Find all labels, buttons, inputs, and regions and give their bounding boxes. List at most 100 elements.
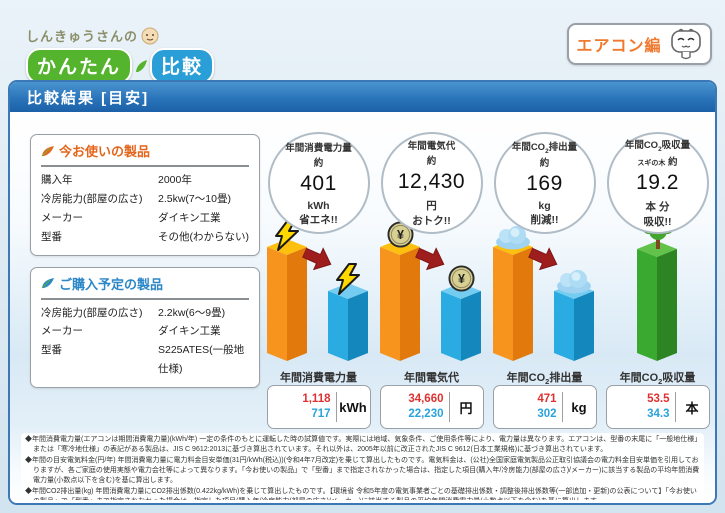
bubble-benefit: 削減!!: [530, 214, 559, 227]
app-logo: しんきゅうさんの かんたん 比較: [26, 26, 215, 84]
panel-header: 比較結果 [目安]: [10, 82, 715, 112]
bar-3d: [267, 239, 307, 361]
logo-hikaku: 比較: [150, 48, 215, 84]
current-product-title: 今お使いの製品: [41, 141, 249, 160]
divider: [41, 297, 249, 300]
value-unit: kg: [571, 399, 587, 415]
cloud-icon: [557, 270, 591, 294]
old-product-bar: [493, 239, 533, 366]
spec-value: 2.5kw(7〜10畳): [158, 192, 231, 205]
spec-label: 購入年: [41, 174, 73, 186]
old-product-bar: [267, 239, 307, 366]
spec-value: ダイキン工業: [158, 211, 221, 224]
bubble-unit: kWh: [307, 199, 330, 212]
bubble-benefit: 省エネ!!: [299, 213, 338, 226]
bubble-value: 12,430: [397, 170, 466, 193]
reduction-arrow: [523, 241, 563, 281]
chart-label: 年間CO2排出量: [506, 372, 583, 387]
logo-prefix-text: しんきゅうさんの: [26, 29, 139, 44]
bar-chart-cost: ¥ ¥: [375, 221, 488, 366]
bubble-title: 年間CO2吸収量: [624, 140, 691, 153]
value-unit: 本: [685, 400, 699, 416]
value-unit: 円: [459, 400, 473, 416]
bubble-value: 169: [526, 172, 563, 196]
bar-3d: [380, 239, 420, 361]
value-box-co2-absorption: 53.5 34.3 本: [605, 385, 710, 429]
current-product-card: 今お使いの製品 購入年 2000年 冷房能力(部屋の広さ) 2.5kw(7〜10…: [30, 134, 260, 256]
spec-label: メーカー: [41, 211, 83, 224]
new-product-value: 22,230: [408, 408, 444, 420]
yen-coin-icon: ¥: [447, 265, 475, 292]
summary-bubble-power: 年間消費電力量 約 401 kWh 省エネ!!: [267, 132, 370, 234]
value-box-cost: 34,660 22,230 円: [379, 385, 484, 429]
edition-badge-label: エアコン編: [576, 38, 662, 55]
planned-product-title-text: ご購入予定の製品: [59, 276, 164, 292]
new-product-value: 717: [311, 408, 331, 420]
spec-row: 購入年 2000年: [41, 171, 249, 190]
summary-bubble-co2-absorption: 年間CO2吸収量 スギの木 約 19.2 本 分 吸収!!: [606, 132, 709, 234]
page-title: 比較結果 [目安]: [27, 89, 150, 107]
current-product-title-text: 今お使いの製品: [59, 144, 151, 159]
old-product-value: 34,660: [408, 393, 444, 406]
bubble-title: 年間CO2排出量: [511, 141, 578, 155]
new-product-value: 34.3: [647, 408, 670, 420]
value-unit: kWh: [339, 399, 367, 415]
reduction-arrow: [410, 241, 450, 281]
bubble-approx: 約: [313, 157, 324, 169]
bubble-unit: 本 分: [645, 200, 670, 213]
chart-column-cost: 年間電気代 約 12,430 円 おトク!! ¥ ¥ 年間電気代: [375, 132, 488, 429]
edition-badge: エアコン編: [567, 23, 712, 65]
product-cards: 今お使いの製品 購入年 2000年 冷房能力(部屋の広さ) 2.5kw(7〜10…: [30, 134, 260, 399]
footnotes: ◆年間消費電力量(エアコンは期間消費電力量)(kWh/年) 一定の条件のもとに運…: [21, 433, 704, 500]
spec-label: 冷房能力(部屋の広さ): [41, 192, 143, 205]
spec-row: 冷房能力(部屋の広さ) 2.2kw(6〜9畳): [41, 304, 249, 323]
spec-label: 型番: [41, 344, 62, 357]
cloud-icon: [496, 226, 530, 250]
spec-row: メーカー ダイキン工業: [41, 322, 249, 341]
spec-value: ダイキン工業: [158, 325, 221, 338]
spec-row: 冷房能力(部屋の広さ) 2.5kw(7〜10畳): [41, 190, 249, 209]
footnote: ◆年間CO2排出量(kg) 年間消費電力量にCO2排出係数(0.422kg/kW…: [25, 487, 697, 500]
bar-chart-co2-absorption: [601, 211, 714, 366]
bar-chart-co2-emission: [488, 226, 601, 366]
old-product-bar: [380, 239, 420, 366]
chart-label: 年間電気代: [404, 372, 459, 384]
result-panel: 比較結果 [目安] 今お使いの製品 購入年 2000年 冷房能力(部: [8, 80, 717, 505]
arrow-down-right-icon: [527, 247, 558, 271]
footnote: ◆年間消費電力量(エアコンは期間消費電力量)(kWh/年) 一定の条件のもとに運…: [25, 436, 698, 453]
spec-label: 冷房能力(部屋の広さ): [41, 306, 143, 319]
spec-row: 型番 S225ATES(一般地仕様): [41, 341, 249, 379]
spec-value: その他(わからない): [158, 230, 249, 243]
spec-value: S225ATES(一般地仕様): [158, 344, 245, 376]
bubble-unit: kg: [538, 200, 551, 213]
leaf-icon: [41, 278, 54, 289]
summary-bubble-co2-emission: 年間CO2排出量 約 169 kg 削減!!: [493, 132, 596, 234]
chart-column-power: 年間消費電力量 約 401 kWh 省エネ!! 年間消費電力量 1,118 7: [262, 132, 375, 429]
old-product-value: 471: [537, 393, 557, 406]
bubble-approx: スギの木 約: [637, 156, 678, 168]
bubble-title: 年間消費電力量: [285, 142, 352, 154]
chart-label: 年間CO2吸収量: [619, 372, 696, 387]
chart-label: 年間消費電力量: [280, 372, 357, 384]
spec-row: メーカー ダイキン工業: [41, 209, 249, 228]
bubble-unit: 円: [426, 200, 437, 212]
bubble-approx: 約: [539, 158, 550, 170]
leaf-icon: [136, 60, 148, 72]
comparison-charts: 年間消費電力量 約 401 kWh 省エネ!! 年間消費電力量 1,118 7: [262, 132, 714, 429]
spec-label: 型番: [41, 230, 62, 243]
spec-row: 型番 その他(わからない): [41, 228, 249, 247]
old-product-value: 1,118: [302, 393, 331, 406]
planned-product-title: ご購入予定の製品: [41, 274, 249, 293]
new-product-bar: [328, 283, 368, 366]
arrow-down-right-icon: [414, 247, 445, 271]
value-box-power: 1,118 717 kWh: [266, 385, 371, 429]
chart-column-co2-emission: 年間CO2排出量 約 169 kg 削減!! 年間CO2排出量: [488, 132, 601, 429]
bar-3d: [637, 241, 677, 361]
old-product-value: 53.5: [647, 393, 670, 406]
summary-bubble-cost: 年間電気代 約 12,430 円 おトク!!: [380, 132, 483, 234]
svg-text:¥: ¥: [458, 272, 465, 286]
logo-kantan: かんたん: [26, 48, 133, 84]
bubble-approx: 約: [426, 156, 437, 167]
bubble-benefit: 吸収!!: [643, 215, 672, 228]
